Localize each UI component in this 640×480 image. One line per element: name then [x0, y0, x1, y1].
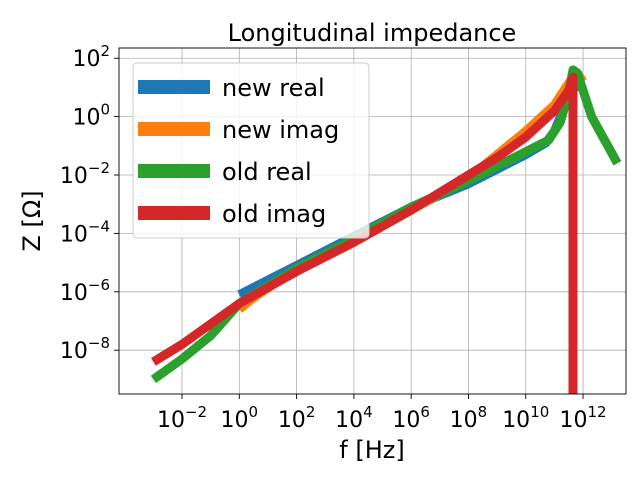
- y-tick-label: 10−8: [60, 334, 110, 364]
- x-tick-label: 1012: [559, 403, 606, 433]
- x-tick-exponent: −2: [185, 403, 207, 421]
- x-tick-label: 106: [392, 403, 430, 433]
- x-tick-base: 10: [278, 408, 306, 433]
- x-tick-base: 10: [221, 408, 249, 433]
- y-tick-label: 10−4: [60, 217, 110, 247]
- y-tick-exponent: 2: [100, 42, 110, 60]
- legend-label: new real: [222, 74, 325, 102]
- x-tick-exponent: 2: [306, 403, 316, 421]
- y-tick-label: 10−6: [60, 276, 110, 306]
- y-axis-label: Z [Ω]: [18, 190, 46, 251]
- x-tick-exponent: 4: [363, 403, 373, 421]
- legend: new real new imag old real old imag: [132, 62, 370, 239]
- y-tick-label: 10−2: [60, 159, 110, 189]
- x-tick-exponent: 8: [478, 403, 488, 421]
- y-tick-exponent: −6: [88, 276, 110, 294]
- x-tick-label: 1010: [502, 403, 549, 433]
- legend-label: old real: [222, 158, 312, 186]
- y-tick-exponent: −2: [88, 159, 110, 177]
- x-axis-ticks: 10−2 100 102 104 106 108 1010 1012: [157, 394, 607, 433]
- y-tick-exponent: −4: [88, 217, 110, 235]
- legend-label: old imag: [222, 200, 326, 228]
- y-tick-base: 10: [72, 106, 100, 131]
- chart-title: Longitudinal impedance: [228, 19, 517, 47]
- x-tick-label: 108: [450, 403, 488, 433]
- series-line-old-imag: [151, 72, 578, 394]
- y-tick-label: 100: [72, 101, 110, 131]
- x-tick-base: 10: [392, 408, 420, 433]
- y-tick-base: 10: [60, 222, 88, 247]
- legend-label: new imag: [222, 116, 339, 144]
- y-tick-base: 10: [60, 339, 88, 364]
- y-tick-label: 102: [72, 42, 110, 72]
- y-tick-exponent: −8: [88, 334, 110, 352]
- x-tick-label: 104: [335, 403, 373, 433]
- y-tick-exponent: 0: [100, 101, 110, 119]
- series-layer: [150, 65, 622, 394]
- x-tick-base: 10: [450, 408, 478, 433]
- x-tick-exponent: 6: [420, 403, 430, 421]
- x-tick-label: 102: [278, 403, 316, 433]
- x-tick-base: 10: [157, 408, 185, 433]
- x-tick-base: 10: [559, 408, 587, 433]
- x-tick-base: 10: [335, 408, 363, 433]
- y-tick-base: 10: [60, 281, 88, 306]
- x-tick-label: 100: [221, 403, 259, 433]
- legend-box: [132, 62, 370, 239]
- x-tick-label: 10−2: [157, 403, 207, 433]
- y-tick-base: 10: [60, 164, 88, 189]
- x-tick-exponent: 10: [530, 403, 549, 421]
- x-tick-exponent: 0: [249, 403, 259, 421]
- x-tick-base: 10: [502, 408, 530, 433]
- plot-frame: [118, 47, 627, 395]
- y-tick-base: 10: [72, 47, 100, 72]
- x-tick-exponent: 12: [587, 403, 606, 421]
- x-axis-label: f [Hz]: [339, 436, 404, 464]
